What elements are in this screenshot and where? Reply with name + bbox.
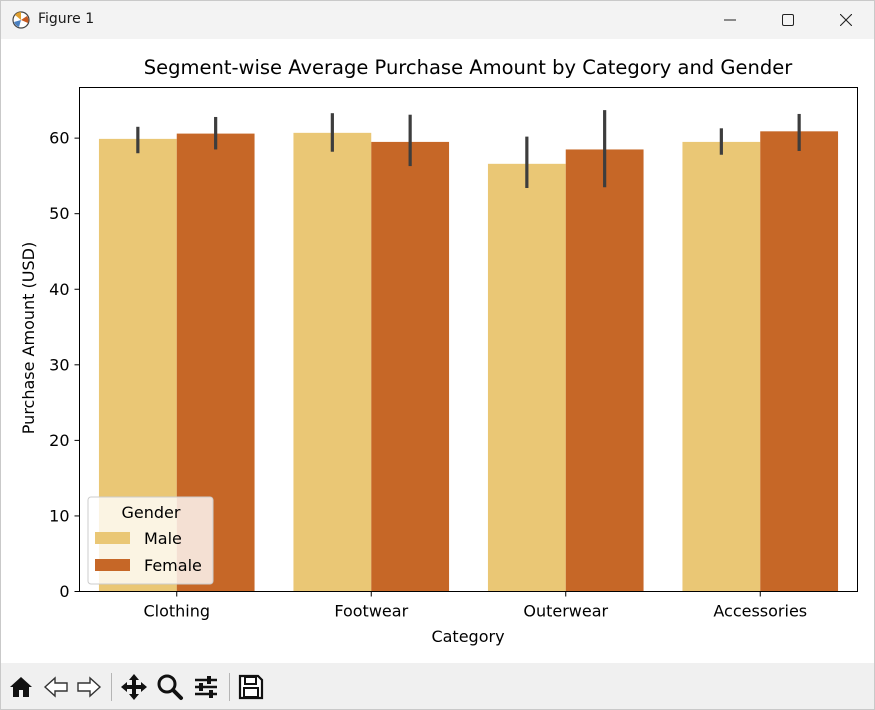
y-tick-label: 20 [49,431,69,450]
chart-title: Segment-wise Average Purchase Amount by … [144,56,793,79]
x-axis-label: Category [431,627,504,646]
bar-male [293,132,372,592]
title-bar[interactable]: Figure 1 [1,1,874,39]
y-tick-label: 0 [59,582,69,601]
minimize-icon [724,19,736,21]
y-axis-label: Purchase Amount (USD) [19,242,38,434]
home-icon [10,677,32,697]
configure-subplots-button[interactable] [191,672,221,702]
legend-swatch-male [95,532,130,544]
x-tick-label: Accessories [713,602,807,621]
save-icon [238,674,264,700]
x-tick-label: Outerwear [523,602,608,621]
close-icon [840,14,852,26]
x-tick-label: Footwear [334,602,408,621]
legend-title: Gender [122,503,181,522]
bar-series [98,131,839,592]
axes-frame [79,87,858,592]
minimize-button[interactable] [701,1,759,39]
pan-button[interactable] [119,672,149,702]
bar-female [760,131,839,592]
home-button[interactable] [6,672,36,702]
y-tick-label: 40 [49,280,69,299]
back-icon [43,676,68,698]
y-tick-label: 50 [49,204,69,223]
bar-male [682,141,761,592]
y-tick-label: 30 [49,355,69,374]
save-button[interactable] [236,672,266,702]
legend-label-male: Male [144,529,182,548]
error-bars [136,110,801,188]
forward-button[interactable] [74,672,104,702]
figure-canvas: Segment-wise Average Purchase Amount by … [1,39,874,663]
legend-label-female: Female [144,556,202,575]
toolbar-separator [229,673,230,701]
bar-male [487,163,566,592]
configure-subplots-icon [195,676,217,698]
maximize-icon [782,14,794,26]
y-tick-label: 10 [49,506,69,525]
maximize-button[interactable] [759,1,817,39]
legend-swatch-female [95,559,130,571]
window-title: Figure 1 [38,11,95,27]
y-tick-label: 60 [49,129,69,148]
toolbar-separator [111,673,112,701]
forward-icon [77,676,102,698]
zoom-button[interactable] [155,672,185,702]
bar-female [565,149,644,592]
zoom-icon [157,674,183,700]
back-button[interactable] [41,672,71,702]
legend: Gender Male Female [87,496,214,585]
navigation-toolbar [1,663,874,709]
close-button[interactable] [817,1,875,39]
matplotlib-app-icon [12,11,30,29]
bar-female [371,141,450,592]
x-tick-label: Clothing [143,602,210,621]
y-axis-ticks: 0 10 20 30 40 50 60 [49,129,80,601]
pan-icon [121,674,147,700]
bar-chart: Segment-wise Average Purchase Amount by … [19,56,858,646]
x-axis-ticks: Clothing Footwear Outerwear Accessories [143,591,807,621]
